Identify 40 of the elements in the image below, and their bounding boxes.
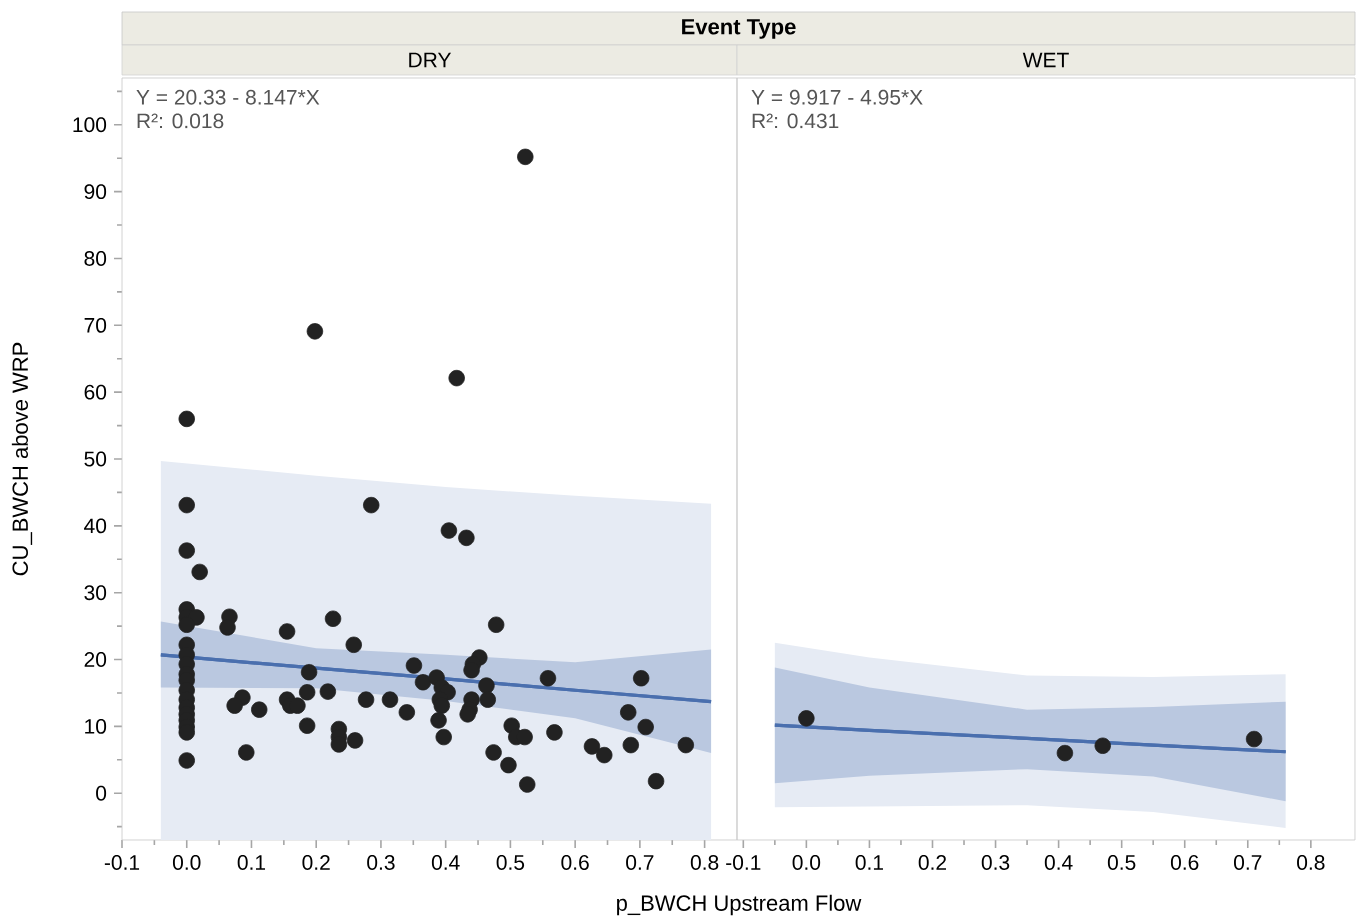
y-tick-label: 50 [84, 451, 107, 467]
x-tick-label: 0.6 [1170, 855, 1199, 870]
x-tick-label: 0.4 [1044, 855, 1073, 870]
x-tick-label: -0.1 [726, 855, 761, 870]
annotation: R²: 0.018 [137, 113, 224, 129]
y-tick-label: 0 [96, 785, 107, 801]
y-tick-label: 60 [84, 384, 107, 400]
y-tick-label: 40 [84, 518, 107, 534]
x-tick-label: 0.2 [918, 855, 947, 870]
x-tick-label: 0.1 [237, 855, 266, 870]
x-tick-label: 0.5 [1107, 855, 1136, 870]
x-tick-label: 0.0 [792, 855, 821, 870]
x-tick-label: 0.8 [1297, 855, 1325, 870]
chart-subtitle: DRY [409, 52, 452, 68]
chart-title: Event Type [682, 19, 796, 39]
x-tick-label: 0.3 [367, 855, 395, 870]
y-tick-label: 20 [84, 652, 107, 667]
x-tick-label: 0.2 [302, 855, 330, 870]
y-tick-label: 100 [73, 117, 107, 133]
y-tick-label: 70 [84, 317, 107, 333]
y-tick-label: 10 [85, 718, 107, 734]
x-tick-label: 0.0 [172, 855, 201, 870]
annotation: Y = 9.917 - 4.95*X [751, 89, 923, 105]
x-tick-label: 0.7 [626, 855, 654, 870]
x-tick-label: 0.6 [561, 855, 589, 870]
x-tick-label: 0.8 [690, 855, 719, 870]
x-tick-label: -0.1 [104, 855, 140, 870]
x-axis-title: p_BWCH Upstream Flow [617, 894, 862, 916]
x-tick-label: 0.1 [855, 855, 883, 870]
x-tick-label: 0.3 [981, 855, 1010, 870]
y-tick-label: 30 [84, 585, 107, 601]
annotation: R²: 0.431 [752, 113, 839, 129]
y-axis-title: CU_BWCH above WRP [11, 342, 33, 576]
x-tick-label: 0.7 [1234, 855, 1262, 870]
y-tick-label: 80 [84, 251, 107, 266]
annotation: Y = 20.33 - 8.147*X [136, 89, 320, 105]
chart-subtitle: WET [1022, 52, 1069, 68]
x-tick-label: 0.4 [431, 855, 460, 870]
x-tick-label: 0.5 [496, 855, 525, 870]
y-tick-label: 90 [84, 184, 107, 200]
